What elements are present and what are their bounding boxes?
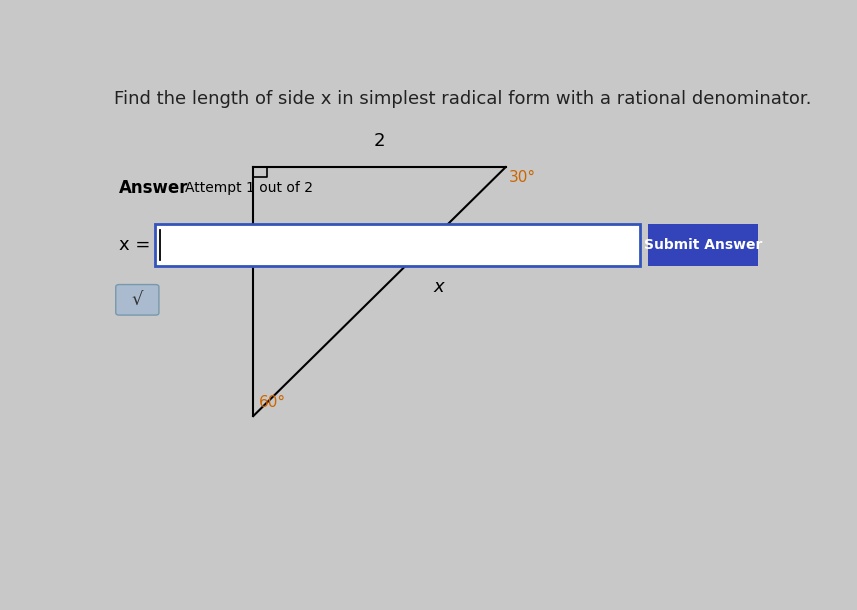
Text: 2: 2 (374, 132, 385, 150)
Text: 60°: 60° (259, 395, 285, 411)
FancyBboxPatch shape (155, 224, 640, 266)
Text: Attempt 1 out of 2: Attempt 1 out of 2 (185, 181, 314, 195)
Text: √: √ (132, 291, 143, 309)
Text: x =: x = (119, 235, 151, 254)
Text: 30°: 30° (509, 170, 536, 185)
FancyBboxPatch shape (116, 285, 159, 315)
Text: Find the length of side x in simplest radical form with a rational denominator.: Find the length of side x in simplest ra… (114, 90, 812, 107)
Text: Answer: Answer (119, 179, 189, 197)
Text: x: x (434, 278, 445, 296)
FancyBboxPatch shape (649, 224, 758, 266)
Text: Submit Answer: Submit Answer (644, 238, 763, 252)
